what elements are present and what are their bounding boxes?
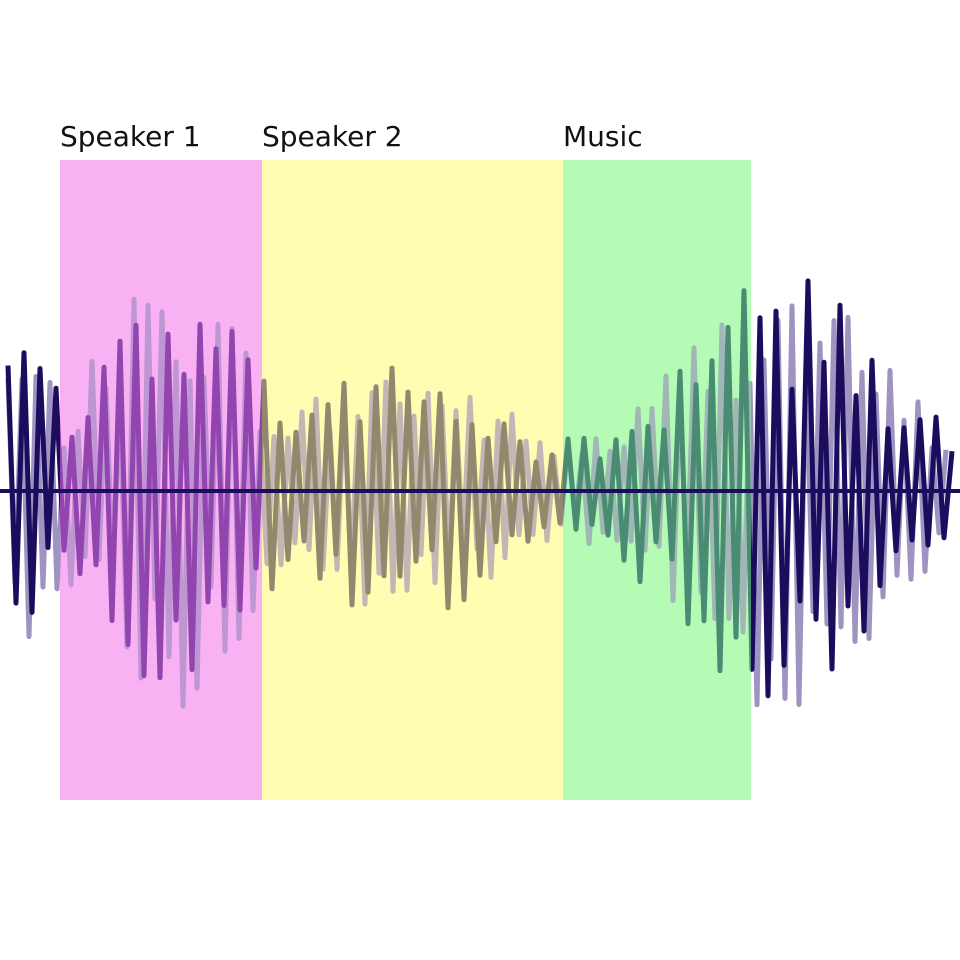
waveform-front bbox=[5, 278, 955, 699]
speaker-2-label: Speaker 2 bbox=[262, 120, 403, 153]
speaker-1-label: Speaker 1 bbox=[60, 120, 201, 153]
music-tint bbox=[563, 160, 751, 800]
music-label: Music bbox=[563, 120, 643, 153]
speaker-1-tint bbox=[60, 160, 262, 800]
speaker-2-tint bbox=[262, 160, 563, 800]
